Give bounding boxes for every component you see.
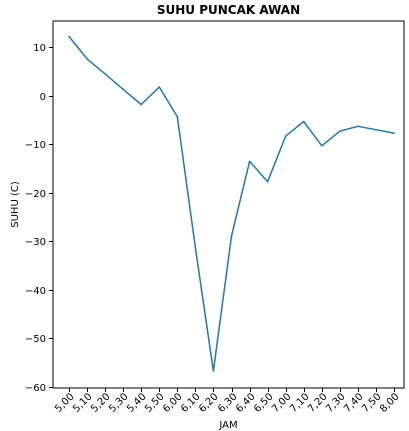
x-tick-label: 5,00 [53,391,77,415]
data-point [339,130,341,132]
data-point [122,88,124,91]
data-point [68,35,70,38]
data-point [302,120,305,123]
y-tick-label: −20 [25,189,46,200]
y-tick-label: −60 [25,383,46,394]
x-axis-label: JAM [218,420,237,431]
data-point [104,73,106,75]
data-point [230,235,233,237]
data-point [212,370,215,372]
data-point [321,145,323,147]
x-tick-label: 6,20 [197,391,221,415]
x-tick-label: 7,50 [360,391,384,415]
x-tick-label: 7,40 [342,391,366,415]
x-tick-label: 7,30 [324,391,348,415]
series-line [68,35,395,372]
chart-title: SUHU PUNCAK AWAN [157,3,300,17]
x-tick-label: 6,00 [161,391,185,415]
x-tick-label: 8,00 [378,391,402,415]
data-point [158,86,161,88]
y-tick-label: −40 [25,286,46,297]
x-tick-label: 5,10 [71,391,95,415]
x-tick-label: 5,40 [125,391,149,415]
x-tick-label: 6,50 [252,391,276,415]
x-tick-label: 5,20 [89,391,113,415]
y-tick-label: −50 [25,334,46,345]
x-tick-label: 5,50 [143,391,167,415]
x-tick-label: 7,10 [288,391,312,415]
data-point [357,125,359,128]
x-tick-label: 6,10 [179,391,203,415]
y-tick-label: −30 [25,237,46,248]
data-point [248,160,251,163]
y-axis: 10 0 −10 −20 −30 −40 −50 −60 [25,43,53,394]
x-tick-label: 6,30 [216,391,240,415]
x-tick-label: 7,20 [306,391,330,415]
plot-frame [52,20,405,389]
data-point [266,180,269,183]
data-point [284,135,287,137]
x-axis: 5,005,105,205,305,405,506,006,106,206,30… [53,388,402,415]
x-tick-label: 7,00 [270,391,294,415]
data-point [140,103,142,106]
x-tick-label: 5,30 [107,391,131,415]
data-point [86,58,88,60]
data-point [176,115,179,118]
y-axis-label: SUHU (C) [10,181,21,228]
y-tick-label: 0 [40,92,46,103]
x-tick-label: 6,40 [234,391,258,415]
data-point [393,132,395,134]
data-point [194,246,197,249]
data-point [375,128,377,131]
series-group [68,35,395,372]
y-tick-label: −10 [25,140,46,151]
y-tick-label: 10 [33,43,46,54]
